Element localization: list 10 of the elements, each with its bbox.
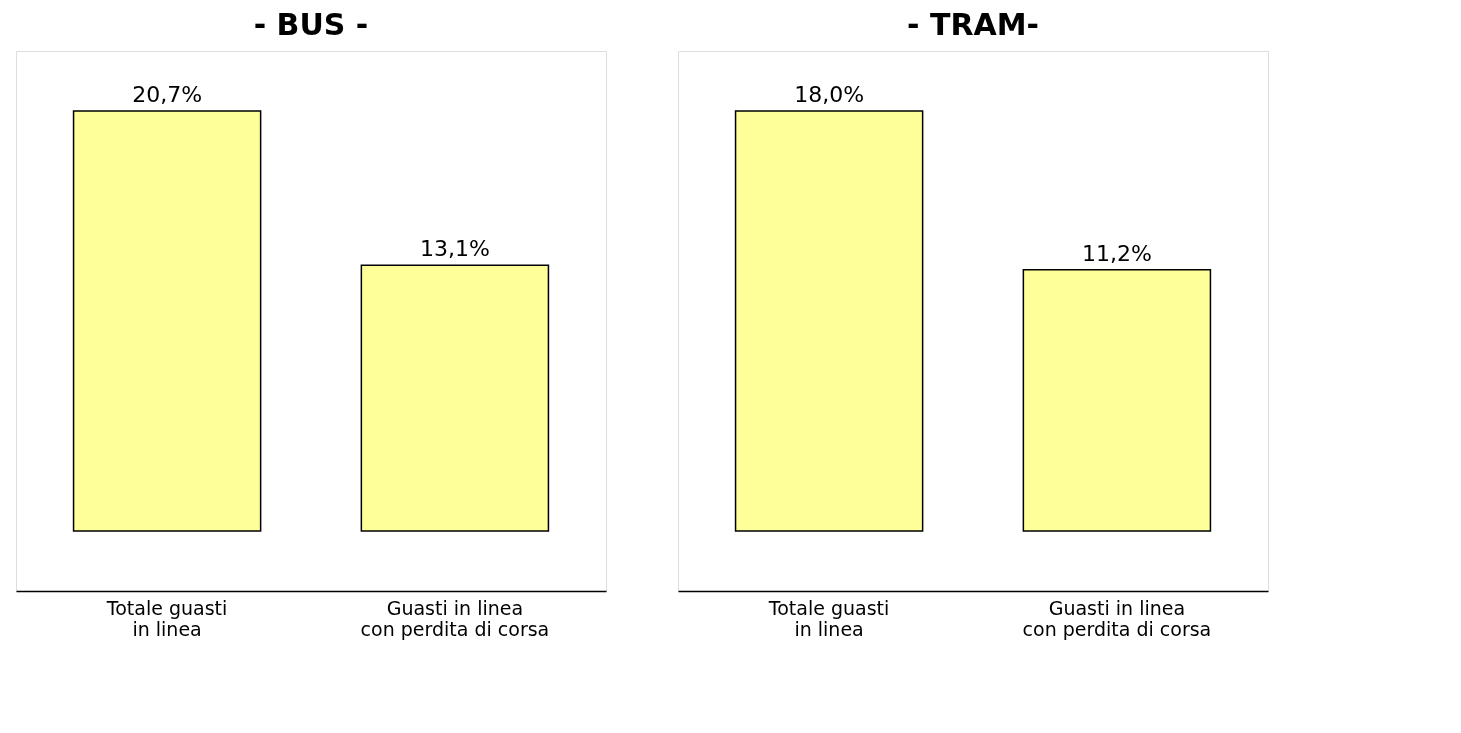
data-label: 20,7%: [132, 82, 203, 107]
data-label: 11,2%: [1081, 240, 1152, 266]
x-tick-label: Guasti in linea con perdita di corsa: [360, 596, 550, 640]
x-tick-label: Totale guasti in linea: [767, 596, 890, 640]
data-label: 18,0%: [794, 82, 865, 107]
x-tick-label: Guasti in linea con perdita di corsa: [1022, 596, 1212, 640]
x-tick-label: Totale guasti in linea: [105, 596, 228, 640]
chart-title: - TRAM-: [907, 7, 1039, 42]
data-label: 13,1%: [419, 236, 490, 262]
chart-title: - BUS -: [253, 7, 369, 42]
